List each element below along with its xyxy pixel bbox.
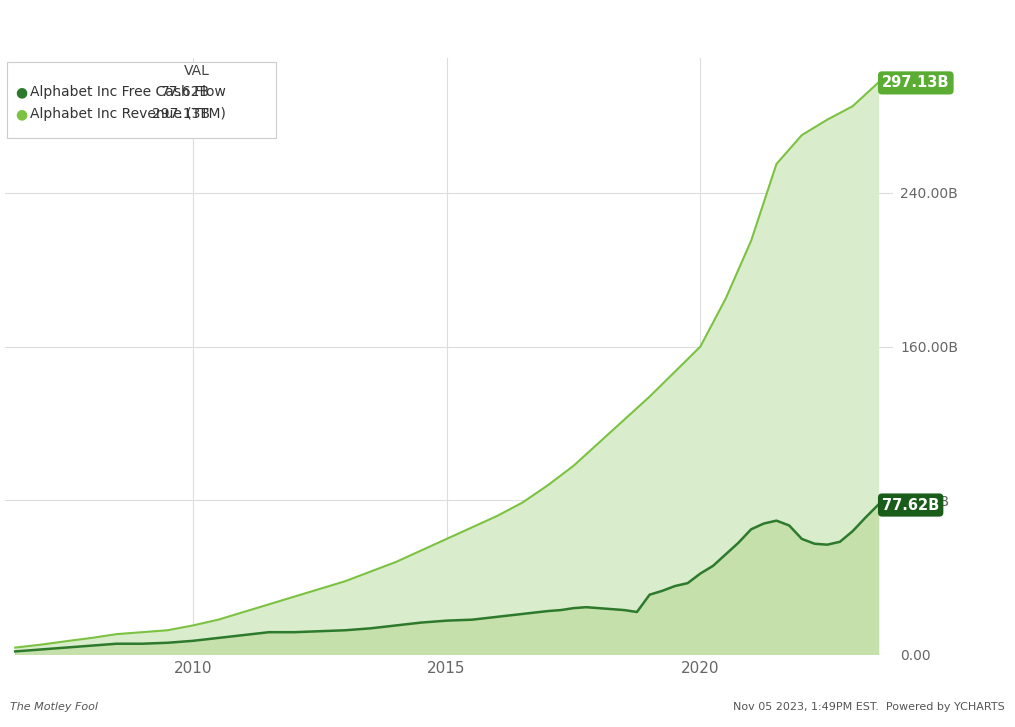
Text: 297.13B: 297.13B <box>882 76 950 90</box>
Text: 77.62B: 77.62B <box>882 497 939 513</box>
Text: The Motley Fool: The Motley Fool <box>10 702 98 712</box>
Text: Nov 05 2023, 1:49PM EST.  Powered by YCHARTS: Nov 05 2023, 1:49PM EST. Powered by YCHA… <box>733 702 1005 712</box>
Text: 297.13B: 297.13B <box>152 107 210 121</box>
Text: Alphabet Inc Free Cash Flow: Alphabet Inc Free Cash Flow <box>30 85 226 100</box>
Text: VAL: VAL <box>185 64 210 78</box>
Text: ●: ● <box>15 107 27 121</box>
Text: ●: ● <box>15 85 27 100</box>
Text: Alphabet Inc Revenue (TTM): Alphabet Inc Revenue (TTM) <box>30 107 226 121</box>
Text: 77.62B: 77.62B <box>161 85 210 100</box>
